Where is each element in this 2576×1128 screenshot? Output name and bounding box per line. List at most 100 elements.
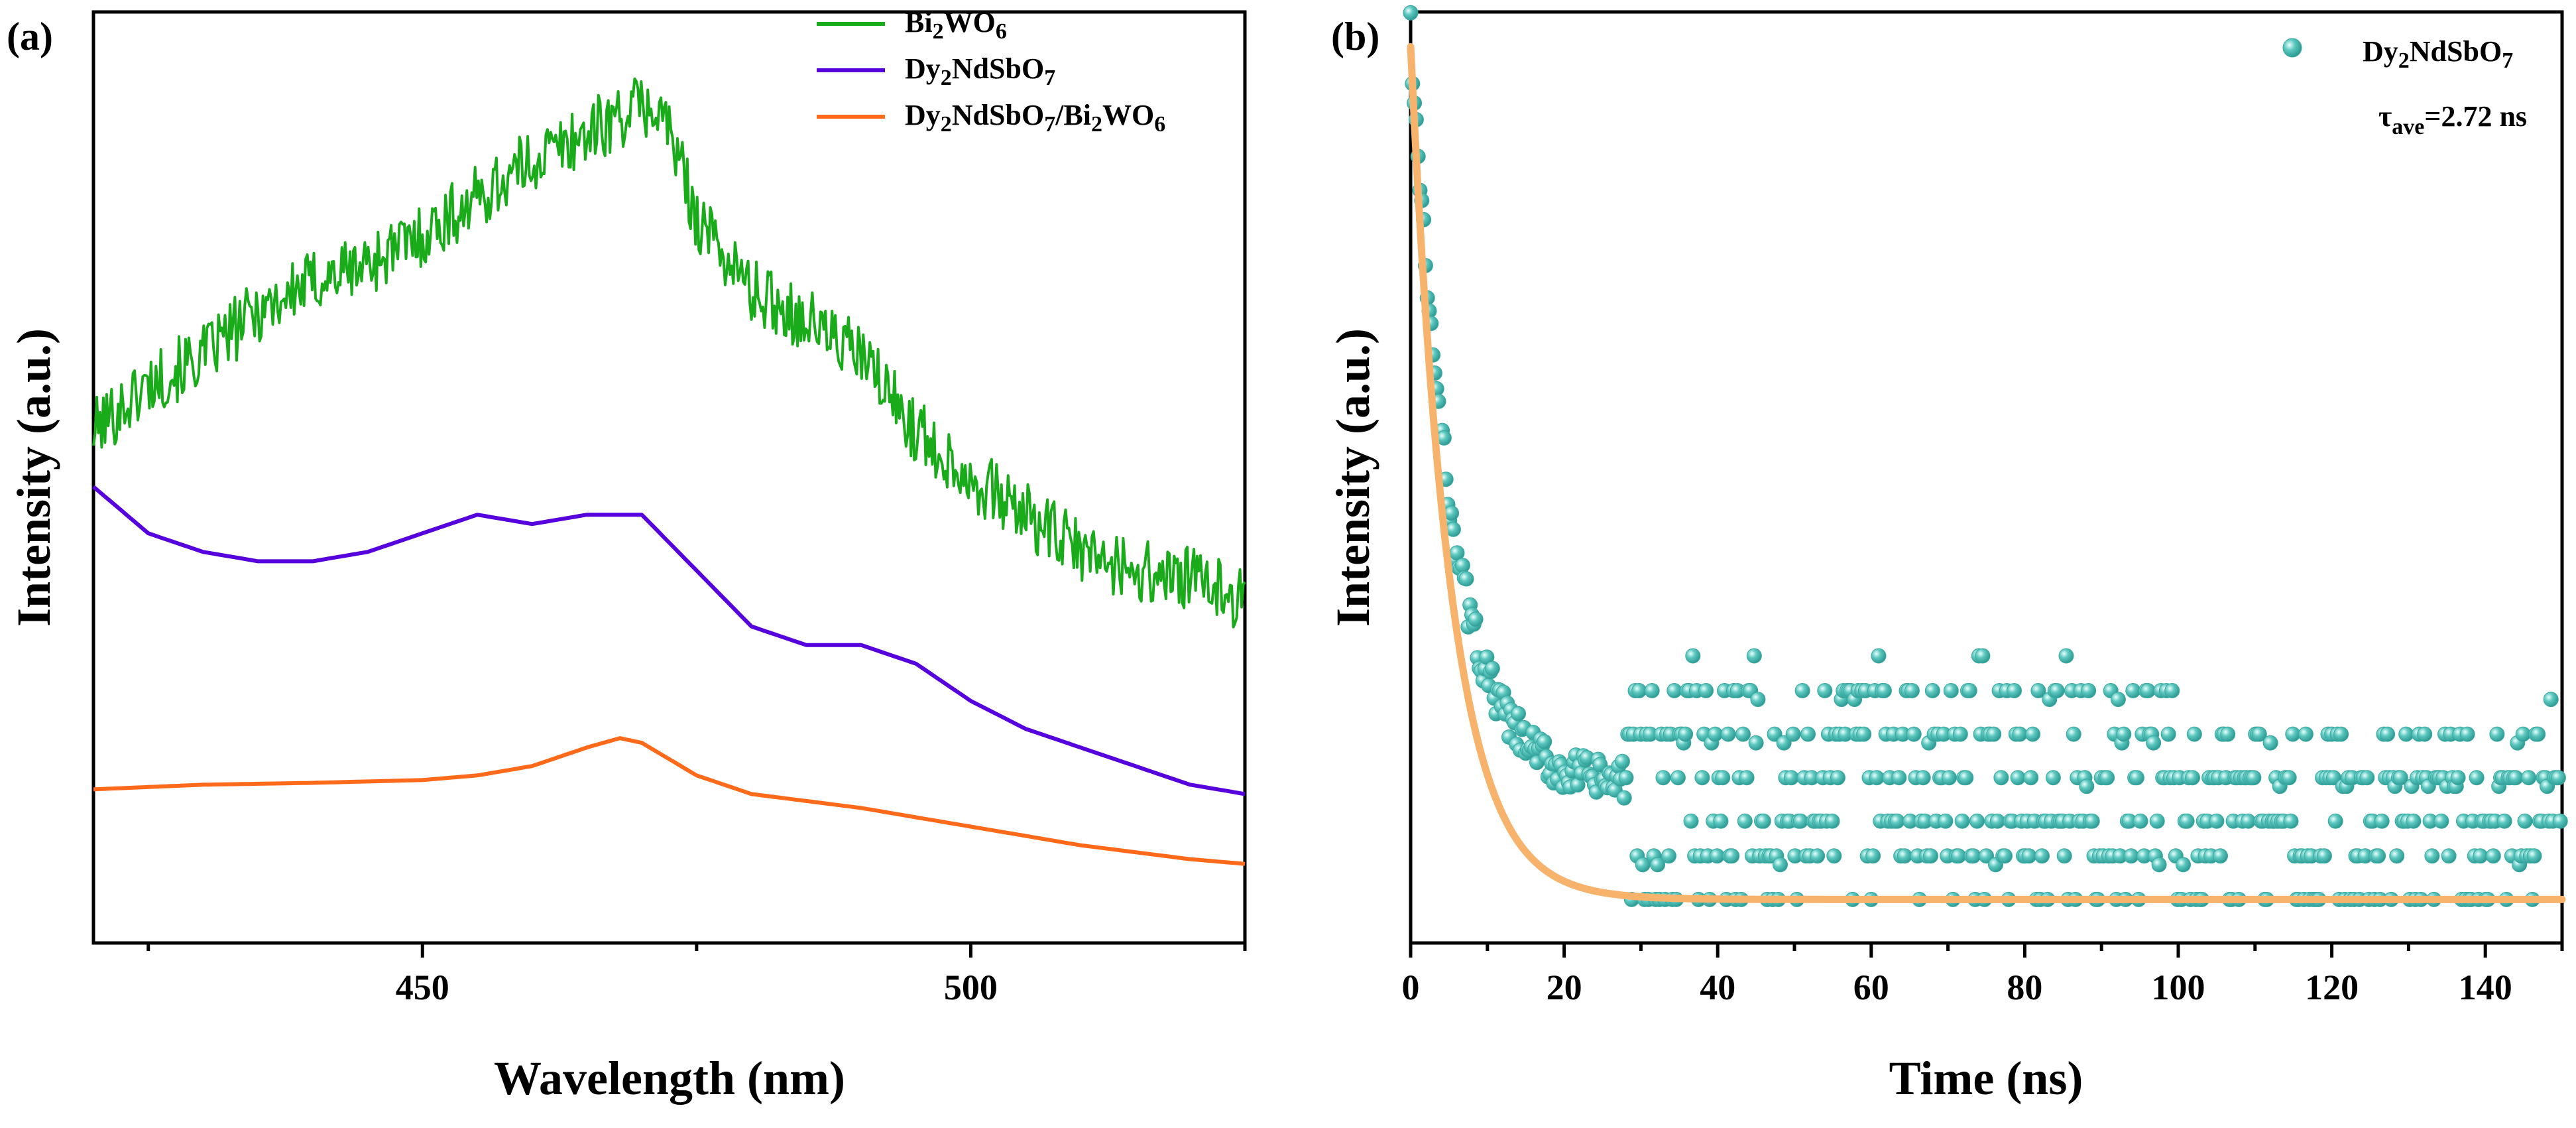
- data-point: [1631, 683, 1647, 698]
- data-point: [2281, 770, 2297, 786]
- data-point: [2023, 770, 2039, 786]
- x-tick-label-b: 120: [2305, 968, 2359, 1007]
- data-point: [2241, 813, 2256, 829]
- data-point: [2133, 813, 2148, 829]
- data-point: [2515, 726, 2531, 742]
- data-point: [1915, 770, 1931, 786]
- data-point: [1923, 848, 1938, 864]
- data-point: [1891, 770, 1907, 786]
- data-point: [1403, 5, 1419, 21]
- data-point: [1661, 848, 1676, 864]
- data-point: [1511, 706, 1526, 721]
- data-point: [2185, 770, 2200, 786]
- x-tick-label-b: 80: [2007, 968, 2042, 1007]
- data-point: [1958, 770, 1974, 786]
- legend-marker-b: [2282, 38, 2302, 58]
- data-point: [2079, 779, 2095, 794]
- data-point: [1824, 813, 1840, 829]
- data-point: [2179, 813, 2195, 829]
- data-point: [2213, 848, 2228, 864]
- data-point: [2099, 770, 2115, 786]
- data-point: [2489, 726, 2505, 742]
- data-point: [1735, 726, 1751, 742]
- data-point: [1445, 521, 1461, 537]
- data-point: [1468, 611, 1484, 627]
- data-point: [1943, 683, 1959, 698]
- panel-b-label: (b): [1331, 15, 1379, 58]
- data-point: [1750, 692, 1766, 708]
- data-point: [1986, 726, 2002, 742]
- data-point: [1865, 848, 1881, 864]
- data-point: [1952, 726, 1968, 742]
- data-point: [2034, 848, 2050, 864]
- data-point: [2424, 848, 2440, 864]
- data-point: [1965, 848, 1981, 864]
- data-point: [2151, 857, 2167, 873]
- data-point: [1997, 848, 2013, 864]
- data-point: [2129, 770, 2144, 786]
- spectra-lines: [92, 77, 1246, 866]
- data-point: [1670, 770, 1686, 786]
- data-point: [2007, 683, 2022, 698]
- data-point: [2125, 683, 2141, 698]
- data-point: [1989, 813, 2005, 829]
- data-point: [2526, 848, 2542, 864]
- data-point: [2398, 726, 2414, 742]
- data-point: [1794, 683, 1810, 698]
- data-point: [1856, 726, 1872, 742]
- x-axis-title-b: Time (ns): [1889, 1052, 2083, 1105]
- legend-b: Dy2NdSbO7 τave=2.72 ns: [2282, 35, 2527, 139]
- plot-frame-a: [91, 10, 1247, 945]
- data-point: [2030, 683, 2046, 698]
- decay-points: [1403, 5, 2568, 907]
- data-point: [1755, 813, 1771, 829]
- data-point: [2081, 683, 2097, 698]
- data-point: [2327, 813, 2343, 829]
- data-point: [2066, 726, 2081, 742]
- data-point: [2209, 813, 2225, 829]
- data-point: [2283, 813, 2299, 829]
- data-point: [1713, 813, 1729, 829]
- x-tick-label-b: 20: [1547, 968, 1582, 1007]
- data-point: [1792, 813, 1808, 829]
- data-point: [2433, 813, 2449, 829]
- data-point: [1975, 648, 1991, 664]
- data-point: [2543, 692, 2559, 708]
- data-point: [2459, 726, 2475, 742]
- legend-label-a: Dy2NdSbO7: [905, 52, 1055, 90]
- data-point: [1969, 813, 1985, 829]
- data-point: [1871, 648, 1887, 664]
- data-point: [1694, 770, 1710, 786]
- legend-label-a: Dy2NdSbO7/Bi2WO6: [905, 99, 1165, 137]
- data-point: [2049, 683, 2065, 698]
- data-point: [2496, 813, 2512, 829]
- data-point: [2025, 726, 2040, 742]
- data-point: [2176, 857, 2191, 873]
- data-point: [1724, 848, 1740, 864]
- data-point: [1954, 813, 1970, 829]
- data-point: [1826, 848, 1842, 864]
- x-tick-label-b: 0: [1402, 968, 1420, 1007]
- data-point: [1667, 683, 1682, 698]
- data-point: [2389, 848, 2405, 864]
- data-point: [1618, 770, 1634, 786]
- data-point: [2380, 726, 2396, 742]
- y-axis-title-a: Intensity (a.u.): [7, 328, 60, 627]
- data-point: [2371, 848, 2386, 864]
- data-point: [2164, 683, 2180, 698]
- data-point: [1709, 848, 1725, 864]
- data-point: [1458, 571, 1474, 587]
- data-point: [2251, 726, 2267, 742]
- series-line-0: [92, 77, 1246, 629]
- data-point: [2021, 848, 2037, 864]
- data-point: [2441, 848, 2457, 864]
- data-point: [2262, 735, 2278, 751]
- decay-fit: [1407, 43, 2566, 903]
- data-point: [2246, 770, 2262, 786]
- data-point: [2473, 848, 2488, 864]
- data-point: [1683, 813, 1699, 829]
- x-tick-label-a: 450: [396, 968, 449, 1007]
- data-point: [2285, 726, 2301, 742]
- data-point: [2186, 726, 2202, 742]
- legend-a: Bi2WO6 Dy2NdSbO7 Dy2NdSbO7/Bi2WO6: [817, 6, 1165, 137]
